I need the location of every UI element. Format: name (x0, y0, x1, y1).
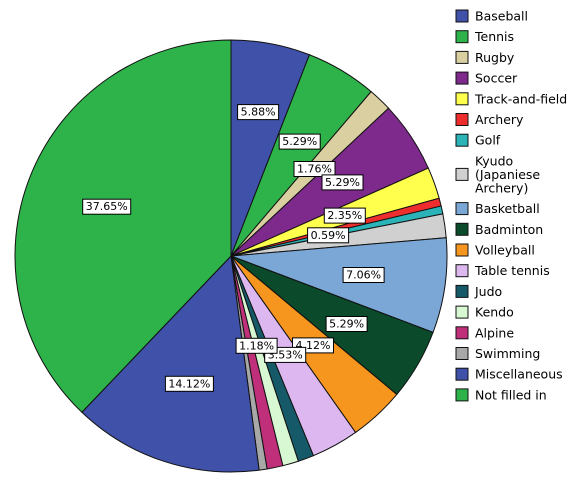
legend-swatch-soccer (455, 71, 469, 85)
legend-label-golf: Golf (475, 133, 501, 148)
legend-label-soccer: Soccer (475, 71, 518, 86)
data-label-baseball-box (237, 104, 280, 121)
pie-slice-not-filled-in (14, 39, 232, 413)
legend-swatch-golf (455, 133, 469, 147)
data-label-track-and-field: 2.35% (323, 207, 366, 224)
legend-label-archery: Archery (475, 112, 524, 127)
data-label-baseball-text: 5.88% (241, 106, 276, 119)
data-label-golf-box (307, 227, 350, 244)
data-label-soccer: 5.29% (321, 174, 364, 191)
data-label-basketball-box (342, 267, 385, 283)
legend-swatch-judo (455, 284, 469, 298)
legend-item-badminton: Badminton (455, 222, 543, 237)
legend-item-alpine: Alpine (455, 325, 514, 340)
data-label-kendo: 1.18% (235, 337, 278, 354)
data-label-badminton: 5.29% (325, 316, 368, 332)
data-label-track-and-field-box (323, 207, 366, 224)
legend-swatch-track-and-field (455, 92, 469, 106)
data-label-not-filled-in-box (82, 198, 132, 215)
legend-item-soccer: Soccer (455, 71, 518, 86)
legend-label-rugby: Rugby (475, 50, 515, 65)
data-label-soccer-box (321, 174, 364, 191)
data-label-track-and-field-text: 2.35% (327, 209, 362, 222)
legend-swatch-kendo (455, 305, 469, 319)
data-label-badminton-box (325, 316, 368, 332)
legend-item-table-tennis: Table tennis (455, 263, 550, 278)
legend-label-not-filled-in: Not filled in (475, 387, 547, 402)
legend-swatch-volleyball (455, 243, 469, 257)
legend-item-tennis: Tennis (455, 29, 514, 44)
legend-swatch-basketball (455, 202, 469, 216)
legend-item-archery: Archery (455, 112, 524, 127)
legend-item-kendo: Kendo (455, 305, 514, 320)
legend-label-basketball: Basketball (475, 201, 540, 216)
legend-swatch-swimming (455, 347, 469, 360)
legend-swatch-tennis (455, 30, 469, 44)
data-label-miscellaneous-box (164, 375, 214, 392)
legend-swatch-table-tennis (455, 264, 469, 278)
data-label-basketball-text: 7.06% (346, 269, 381, 282)
legend-swatch-kyudo-japaniese-archery (455, 167, 469, 181)
data-label-kendo-text: 1.18% (239, 339, 274, 352)
legend-item-basketball: Basketball (455, 201, 540, 216)
data-label-miscellaneous-text: 14.12% (168, 377, 210, 390)
data-label-tennis-box (278, 133, 321, 150)
pie-slices (14, 39, 448, 473)
data-label-rugby-text: 1.76% (297, 163, 332, 176)
legend: Baseball Tennis Rugby Soccer Track-and-field… (455, 9, 567, 402)
legend-label-badminton: Badminton (475, 222, 543, 237)
legend-label-miscellaneous: Miscellaneous (475, 367, 563, 382)
data-label-soccer-text: 5.29% (325, 176, 360, 189)
legend-item-track-and-field: Track-and-field (455, 91, 567, 106)
legend-label-volleyball: Volleyball (475, 243, 535, 258)
legend-swatch-alpine (455, 326, 469, 340)
data-label-not-filled-in-text: 37.65% (86, 200, 128, 213)
data-label-not-filled-in: 37.65% (82, 198, 132, 215)
data-label-badminton-text: 5.29% (329, 318, 364, 331)
legend-swatch-baseball (455, 9, 469, 23)
legend-swatch-badminton (455, 222, 469, 236)
legend-label-track-and-field: Track-and-field (474, 91, 567, 106)
legend-swatch-rugby (455, 50, 469, 64)
data-label-golf-text: 0.59% (311, 229, 346, 242)
legend-item-swimming: Swimming (455, 346, 540, 361)
legend-item-volleyball: Volleyball (455, 243, 535, 258)
legend-item-baseball: Baseball (455, 9, 528, 24)
legend-label-baseball: Baseball (475, 9, 528, 24)
legend-label-judo: Judo (474, 284, 502, 299)
legend-item-rugby: Rugby (455, 50, 515, 65)
legend-swatch-archery (455, 113, 469, 126)
legend-item-not-filled-in: Not filled in (455, 387, 547, 402)
legend-item-judo: Judo (455, 284, 502, 299)
pie-slice-miscellaneous (81, 254, 260, 473)
legend-label-kyudo-japaniese-archery-line-3: Archery) (475, 180, 528, 195)
data-label-golf: 0.59% (307, 227, 350, 244)
legend-label-table-tennis: Table tennis (474, 263, 550, 278)
data-label-miscellaneous: 14.12% (164, 375, 214, 392)
legend-label-kyudo-japaniese-archery-line-1: Kyudo (475, 153, 513, 168)
legend-swatch-miscellaneous (455, 367, 469, 381)
legend-label-kyudo-japaniese-archery-line-2: (Japaniese (475, 167, 540, 182)
data-label-tennis: 5.29% (278, 133, 321, 150)
legend-swatch-not-filled-in (455, 388, 469, 402)
legend-label-swimming: Swimming (475, 346, 540, 361)
data-label-tennis-text: 5.29% (282, 135, 317, 148)
data-label-baseball: 5.88% (237, 104, 280, 121)
legend-item-miscellaneous: Miscellaneous (455, 367, 563, 382)
data-label-rugby-box (293, 161, 336, 177)
legend-label-alpine: Alpine (475, 325, 514, 340)
pie-data-labels: 5.88%5.29%1.76%5.29%2.35%0.59%7.06%5.29%… (82, 104, 385, 392)
data-label-basketball: 7.06% (342, 267, 385, 283)
legend-label-tennis: Tennis (474, 29, 514, 44)
data-label-kendo-box (235, 337, 278, 354)
legend-item-golf: Golf (455, 133, 501, 148)
legend-label-kendo: Kendo (475, 305, 514, 320)
data-label-rugby: 1.76% (293, 161, 336, 177)
